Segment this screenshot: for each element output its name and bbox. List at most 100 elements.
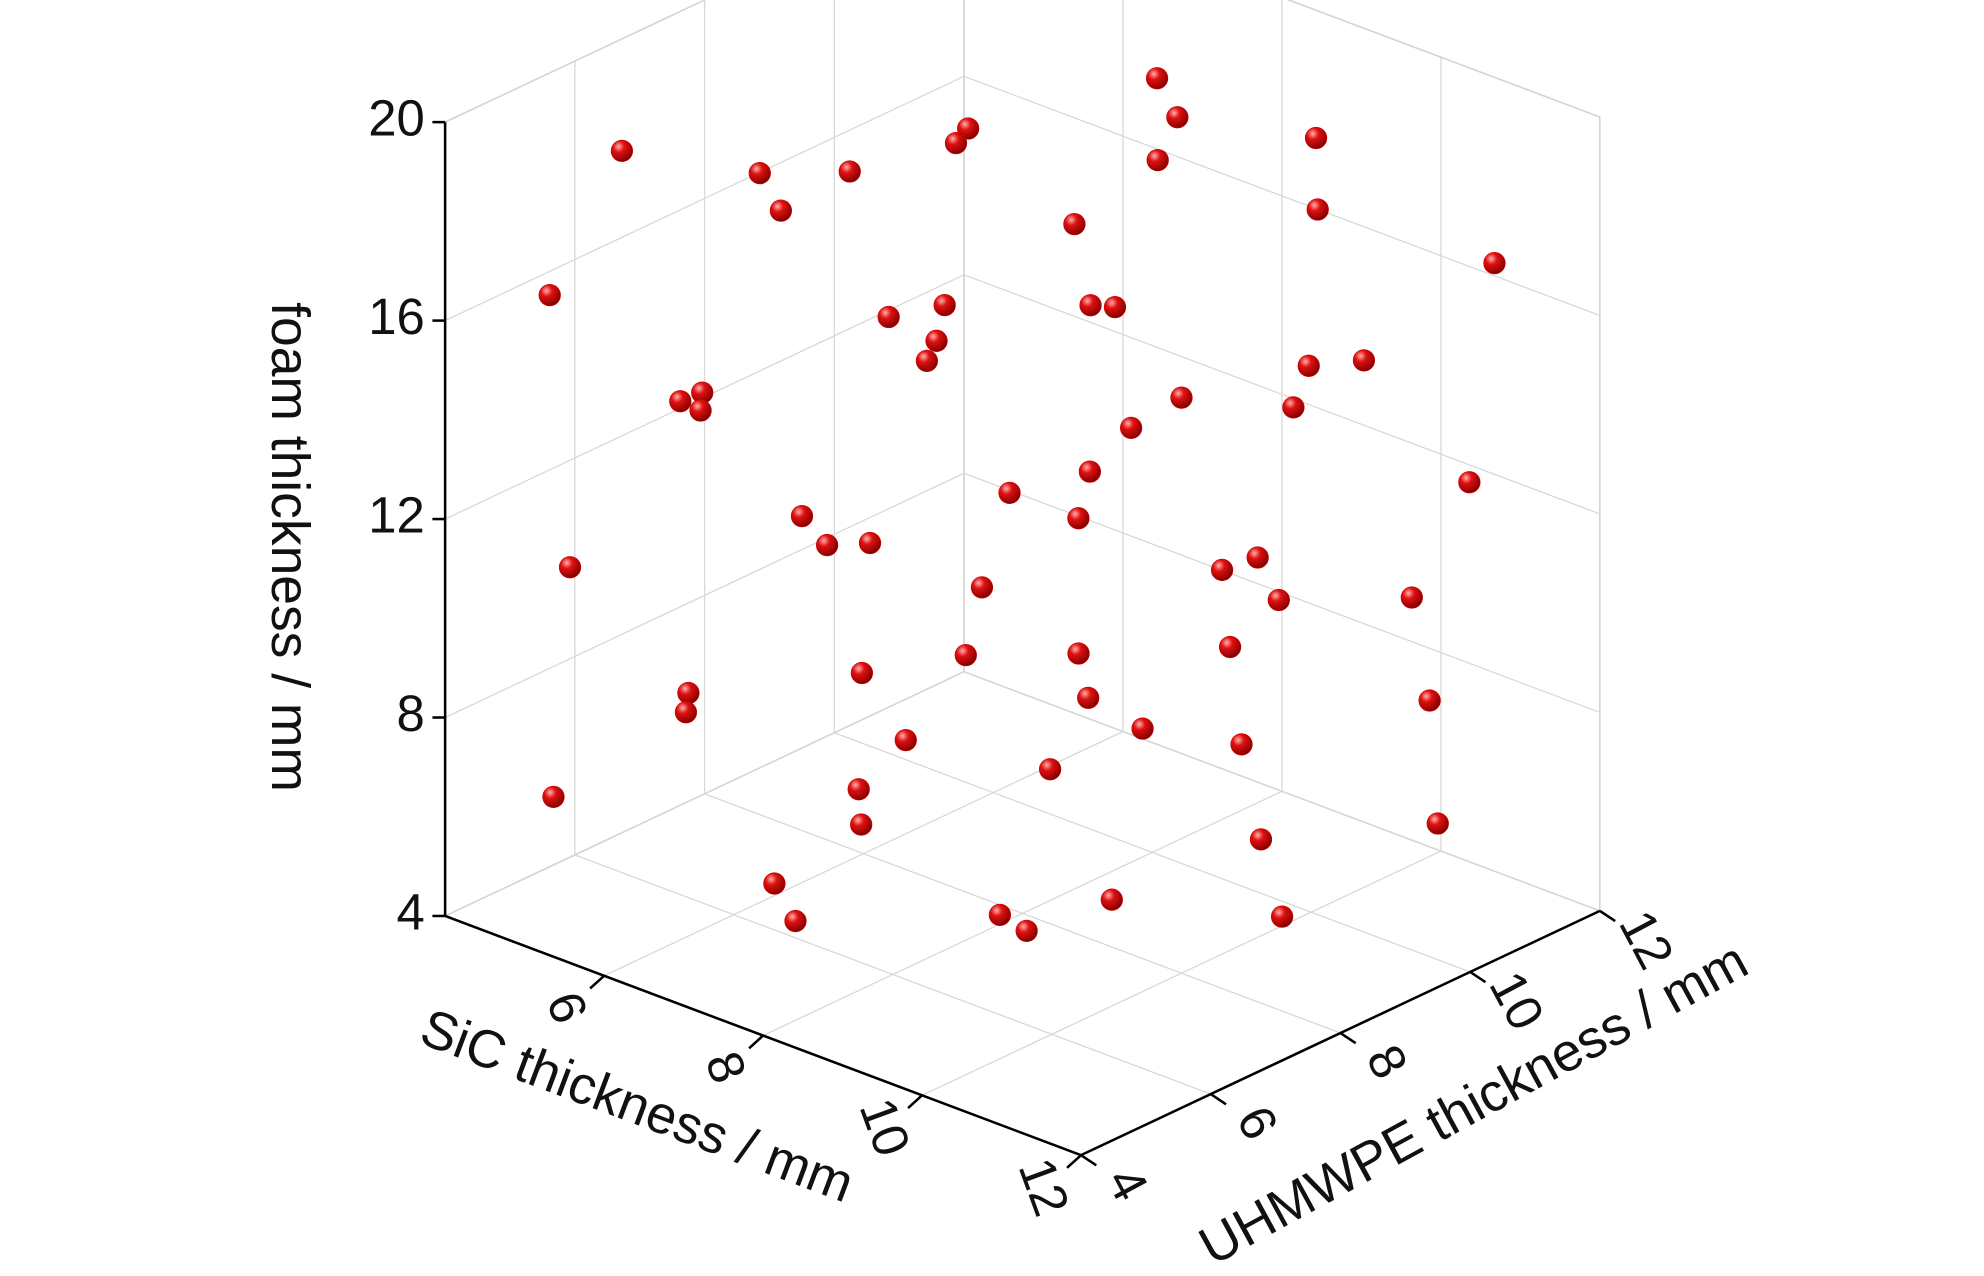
- x-tick: [1066, 1154, 1082, 1169]
- point: [1100, 888, 1123, 911]
- point: [1418, 689, 1441, 712]
- point: [970, 576, 994, 599]
- point: [790, 504, 814, 528]
- y-tick-label: 10: [1479, 962, 1556, 1039]
- y-tick: [1469, 970, 1487, 984]
- point: [1249, 828, 1273, 851]
- point: [998, 481, 1021, 504]
- point: [1131, 717, 1154, 740]
- x-tick: [748, 1034, 764, 1050]
- y-tick: [1339, 1031, 1357, 1045]
- point: [1267, 588, 1290, 612]
- point: [769, 199, 793, 222]
- point: [1078, 460, 1101, 483]
- point: [1067, 507, 1090, 530]
- point: [850, 661, 874, 685]
- point: [1352, 349, 1376, 372]
- point: [988, 903, 1012, 926]
- point: [1304, 126, 1328, 150]
- x-tick-label: 8: [695, 1044, 758, 1090]
- grid-line: [963, 274, 1601, 515]
- point: [925, 329, 948, 352]
- point: [1426, 812, 1449, 835]
- point: [815, 533, 839, 557]
- point: [763, 872, 786, 895]
- point: [877, 305, 900, 329]
- z-axis-title: foam thickness / mm: [260, 302, 319, 792]
- y-tick: [1599, 909, 1616, 923]
- point: [1210, 558, 1234, 582]
- point: [1270, 905, 1294, 928]
- point: [1146, 149, 1169, 172]
- point: [894, 729, 917, 752]
- point: [1483, 251, 1506, 275]
- point: [858, 531, 882, 555]
- point: [847, 778, 870, 801]
- grid-line: [1286, 0, 1601, 118]
- point: [1015, 919, 1038, 943]
- point: [674, 701, 698, 724]
- point: [542, 785, 565, 809]
- point: [1282, 396, 1305, 419]
- point: [1063, 213, 1086, 236]
- point: [1230, 733, 1253, 756]
- point: [1145, 67, 1169, 90]
- point: [538, 283, 561, 307]
- x-tick: [907, 1094, 923, 1110]
- point: [944, 131, 968, 155]
- y-tick-label: 8: [1355, 1036, 1419, 1088]
- point: [558, 556, 582, 579]
- point: [1246, 546, 1269, 569]
- point: [850, 813, 873, 836]
- grid-line: [444, 0, 707, 123]
- point: [933, 293, 956, 317]
- point: [1077, 686, 1100, 709]
- grid-line: [963, 671, 1601, 912]
- grid-line: [444, 472, 965, 719]
- grid-line: [834, 732, 1471, 973]
- x-tick-label: 6: [536, 984, 599, 1030]
- point: [1170, 386, 1193, 409]
- y-tick: [1080, 1154, 1097, 1167]
- point: [1306, 198, 1329, 221]
- x-axis-title: SiC thickness / mm: [413, 998, 861, 1214]
- grid-line: [444, 671, 965, 917]
- point: [1297, 354, 1320, 377]
- z-tick-label: 20: [368, 90, 425, 147]
- point: [1458, 471, 1481, 494]
- point: [1400, 586, 1423, 609]
- point: [954, 644, 977, 667]
- point: [748, 162, 771, 185]
- z-tick-label: 8: [396, 685, 424, 742]
- x-tick-label: 10: [849, 1091, 922, 1164]
- point: [1067, 642, 1090, 665]
- y-tick: [1210, 1093, 1227, 1106]
- point: [1079, 294, 1102, 317]
- point: [610, 139, 634, 163]
- point: [1038, 758, 1062, 781]
- point: [677, 681, 700, 705]
- point: [689, 399, 712, 422]
- point: [1120, 416, 1143, 439]
- z-tick-label: 12: [368, 486, 425, 543]
- z-tick-label: 16: [368, 288, 425, 345]
- x-tick: [589, 974, 605, 990]
- point: [669, 390, 692, 413]
- point: [915, 349, 939, 373]
- x-tick-label: 12: [1008, 1150, 1081, 1223]
- point: [784, 909, 807, 933]
- point: [1166, 106, 1189, 129]
- grid-line: [963, 75, 1601, 317]
- point: [1103, 295, 1127, 319]
- grid-line: [704, 793, 1341, 1034]
- grid-line: [574, 854, 1211, 1095]
- point: [838, 160, 861, 183]
- point: [1218, 635, 1242, 659]
- y-tick-label: 4: [1096, 1158, 1160, 1210]
- z-tick-label: 4: [396, 883, 424, 940]
- point: [957, 117, 980, 140]
- points: [538, 67, 1506, 943]
- y-tick-label: 6: [1226, 1097, 1290, 1149]
